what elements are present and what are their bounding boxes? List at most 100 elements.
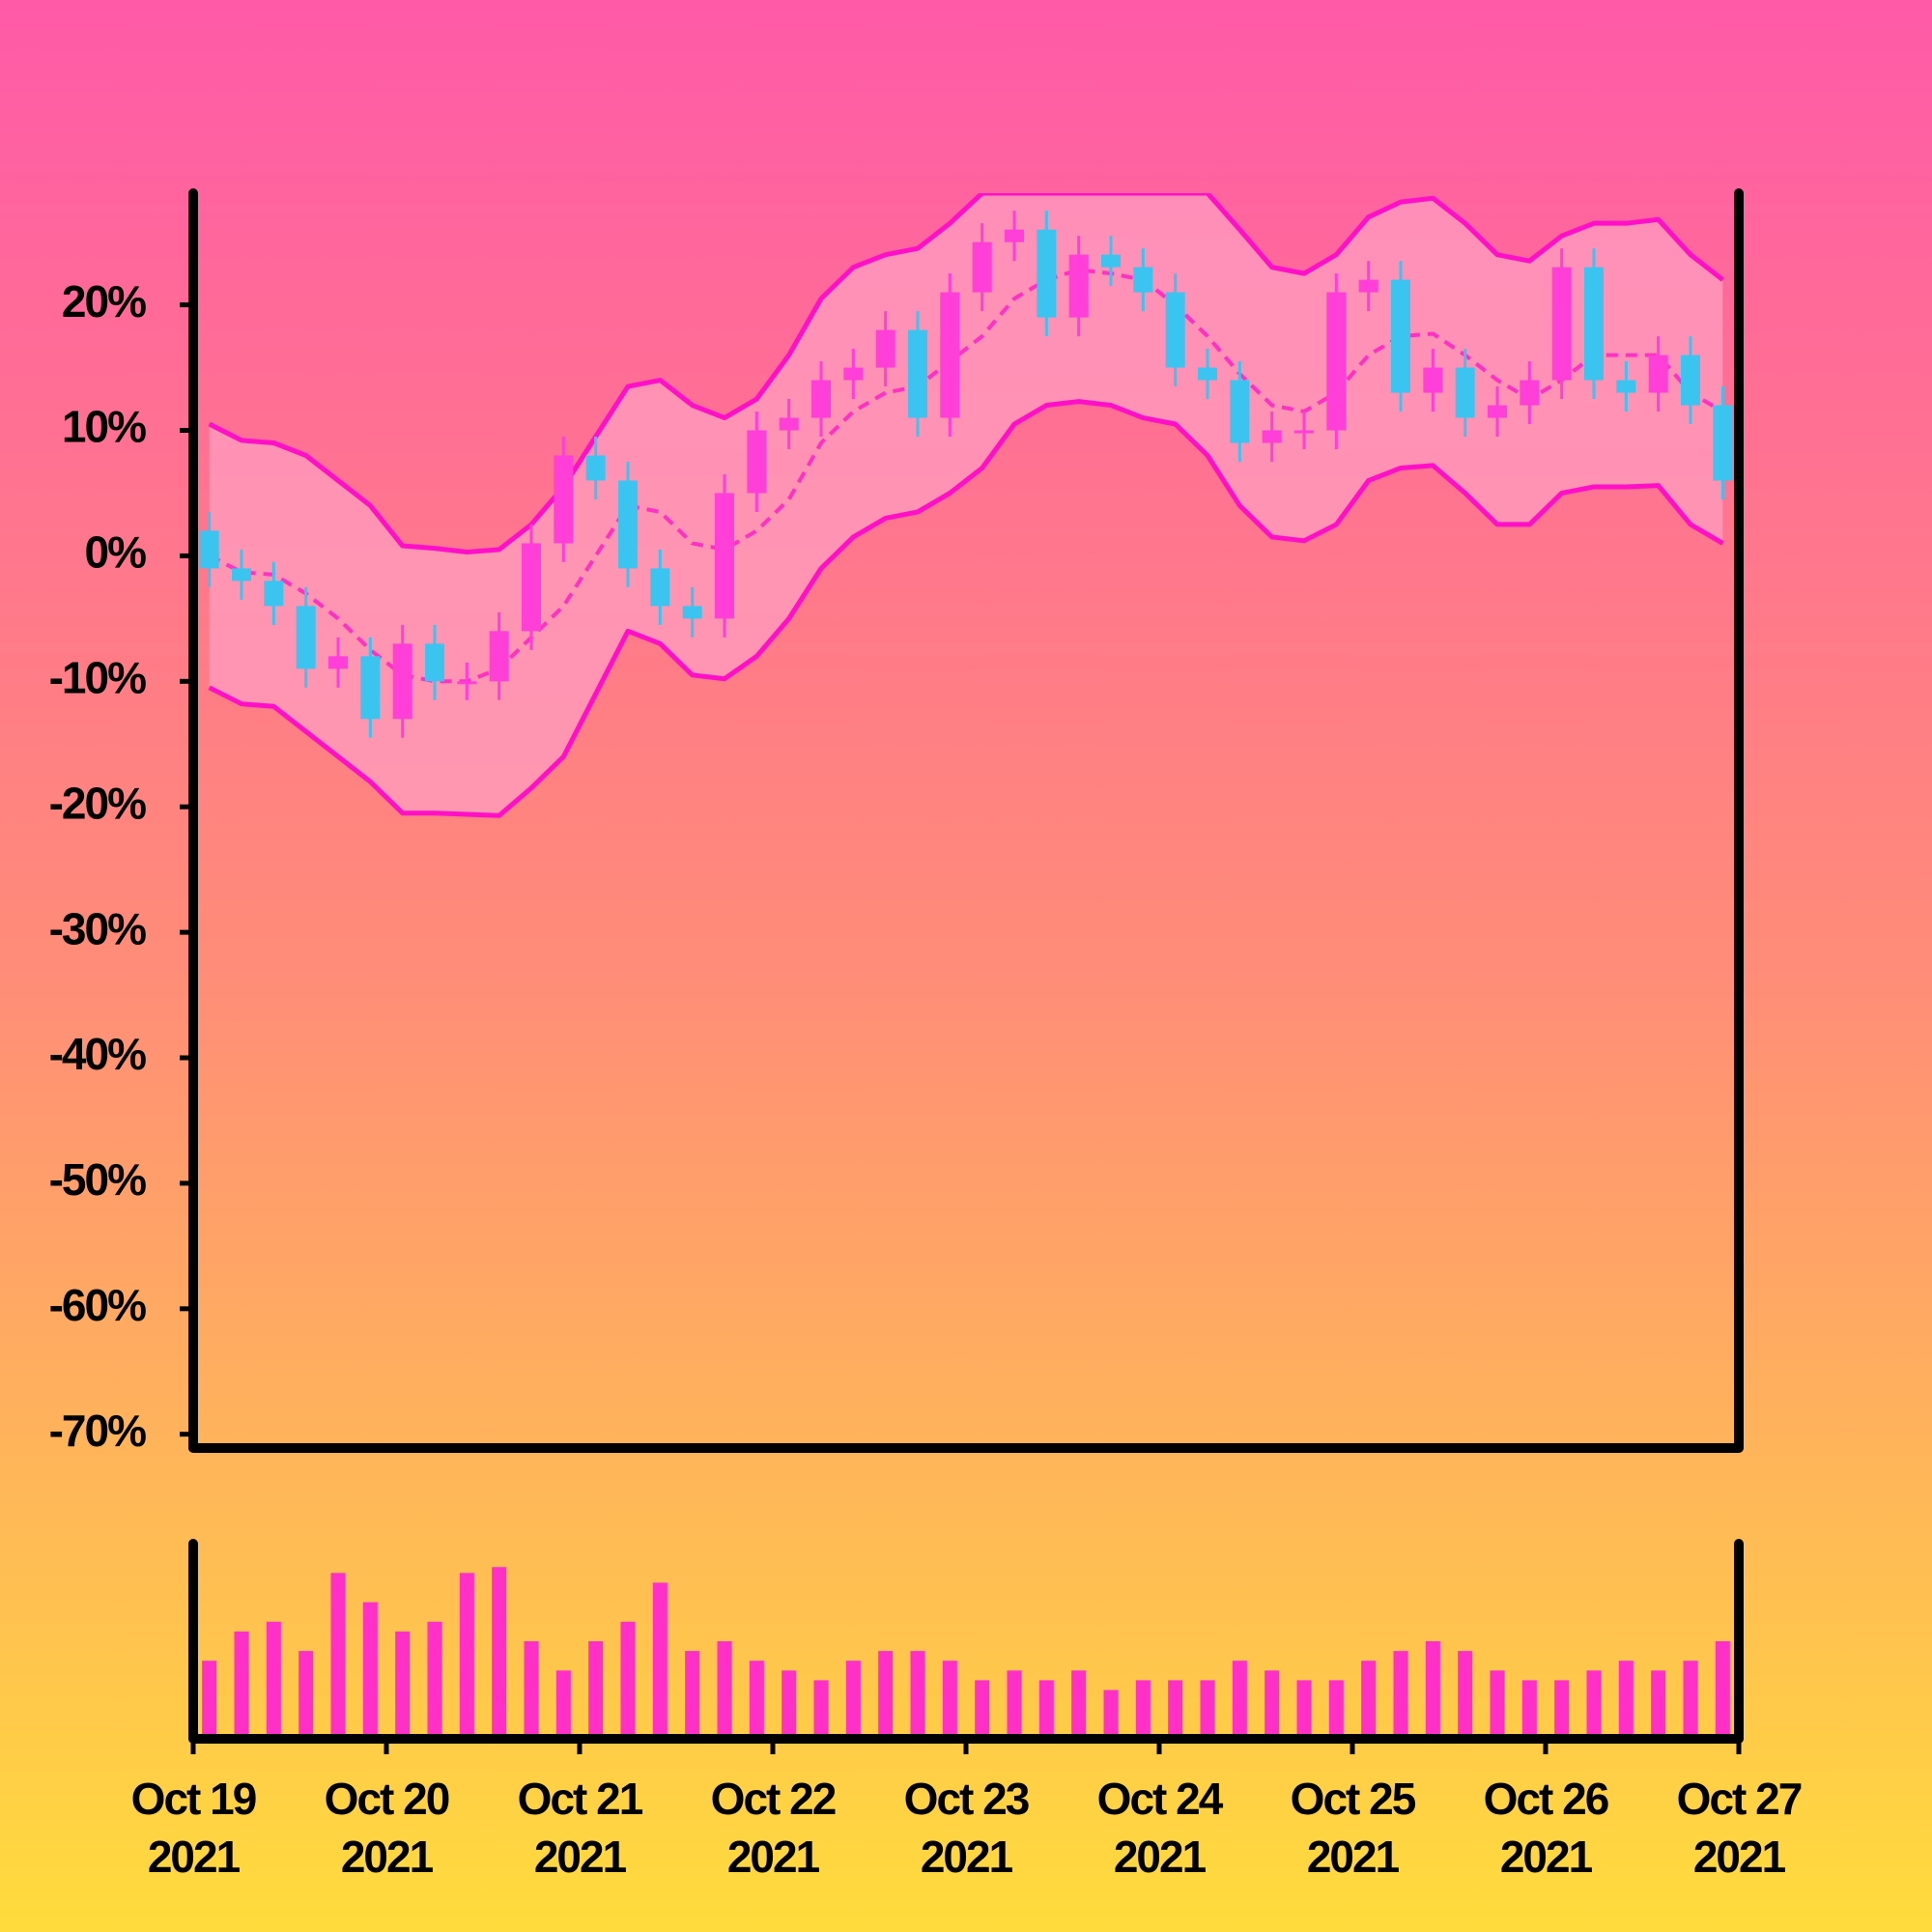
volume-bar [1651, 1670, 1666, 1739]
volume-bar [1458, 1651, 1473, 1739]
volume-bar [1328, 1680, 1344, 1739]
volume-bar [1618, 1661, 1634, 1739]
y-tick-label: -40% [49, 1029, 146, 1079]
axes: 20% 10% 0% -10% -20% -30% -40% -50% -60% -70% [49, 188, 1744, 1754]
volume-bar [427, 1621, 442, 1739]
y-tick-label: -70% [49, 1406, 146, 1456]
candle-body [618, 480, 638, 569]
price-frame [188, 188, 1744, 1453]
volume-bar [781, 1670, 797, 1739]
candle-body [1005, 229, 1024, 242]
x-tick-label: Oct 19 2021 [130, 1774, 258, 1882]
volume-bar [1071, 1670, 1087, 1739]
candle-body [650, 568, 670, 607]
volume-bar [878, 1651, 894, 1739]
candle-body [1358, 279, 1378, 293]
volume-bar [524, 1641, 539, 1739]
y-tick-label: 0% [85, 527, 147, 578]
candle-body [1101, 254, 1121, 268]
candle-body [296, 606, 316, 669]
candle-body [1648, 355, 1668, 393]
candle-body [1584, 267, 1604, 381]
volume-bar [588, 1641, 604, 1739]
volume-bar [1586, 1670, 1602, 1739]
candle-body [747, 430, 767, 494]
volume-bar [492, 1567, 507, 1739]
candle-body [682, 606, 702, 619]
y-tick-label: -60% [49, 1280, 146, 1330]
volume-bar [620, 1621, 636, 1739]
volume-bar [942, 1661, 957, 1739]
x-tick-label: Oct 23 2021 [903, 1774, 1031, 1882]
x-tick-label: Oct 22 2021 [710, 1774, 838, 1882]
candle-body [232, 568, 251, 582]
volume-bar [717, 1641, 732, 1739]
volume-bar [813, 1680, 829, 1739]
candle-body [1133, 267, 1153, 293]
candle-body [1165, 292, 1185, 368]
volume-bar [845, 1661, 861, 1739]
candle-body [1326, 292, 1347, 431]
candle-body [328, 656, 348, 669]
volume-bar [1264, 1670, 1280, 1739]
candle-body [1681, 355, 1700, 406]
candle-body [908, 329, 927, 418]
candle-body [264, 581, 284, 607]
x-tick-label: Oct 21 2021 [517, 1774, 644, 1882]
x-tick-label: Oct 26 2021 [1483, 1774, 1610, 1882]
price-plot [199, 193, 1733, 818]
volume-bar [1554, 1680, 1570, 1739]
band-upper [208, 193, 1724, 555]
volume-bar [459, 1573, 474, 1739]
candle-body [843, 367, 864, 381]
candle-body [1488, 405, 1507, 418]
volume-bar [1683, 1661, 1698, 1739]
candle-body [1262, 430, 1282, 443]
volume-bar [1393, 1651, 1408, 1739]
volume-bar [1715, 1641, 1730, 1739]
volume-bar [685, 1651, 700, 1739]
candle-body [1423, 367, 1443, 393]
volume-bar [652, 1582, 668, 1739]
candle-body [875, 329, 895, 368]
volume-plot [202, 1567, 1730, 1739]
candle-body [425, 643, 444, 682]
y-tick-label: -10% [49, 652, 146, 702]
volume-bar [298, 1651, 314, 1739]
candle-body [811, 380, 831, 418]
candle-body [199, 530, 219, 569]
candle-body [1713, 405, 1733, 481]
x-tick-label: Oct 27 2021 [1676, 1774, 1804, 1882]
volume-bar [234, 1631, 249, 1739]
volume-bar [555, 1670, 571, 1739]
volume-bar [975, 1680, 990, 1739]
y-tick-label: 10% [62, 402, 146, 452]
x-tick-label: Oct 24 2021 [1096, 1774, 1224, 1882]
y-tick-label: 20% [62, 276, 146, 327]
volume-bar [1490, 1670, 1505, 1739]
candle-body [1616, 380, 1636, 393]
volume-bar [1425, 1641, 1440, 1739]
candle-body [585, 455, 606, 481]
candle-body [1198, 367, 1217, 381]
y-tick-label: -50% [49, 1154, 146, 1205]
candle-body [489, 631, 509, 682]
candle-body [1551, 267, 1572, 381]
volume-bar [1200, 1680, 1215, 1739]
candle-body [715, 493, 734, 619]
volume-bar [395, 1631, 411, 1739]
x-tick-label: Oct 25 2021 [1290, 1774, 1417, 1882]
candle-body [940, 292, 960, 418]
x-tick-label: Oct 20 2021 [324, 1774, 451, 1882]
candle-body [554, 455, 574, 544]
candle-body [1391, 279, 1410, 393]
volume-bar [749, 1661, 764, 1739]
candle-body [457, 681, 477, 685]
volume-bar [1361, 1661, 1377, 1739]
volume-bar [362, 1602, 378, 1739]
candle-body [392, 643, 412, 720]
candle-body [1294, 430, 1314, 434]
candle-body [1068, 254, 1089, 318]
candle-body [779, 417, 799, 431]
